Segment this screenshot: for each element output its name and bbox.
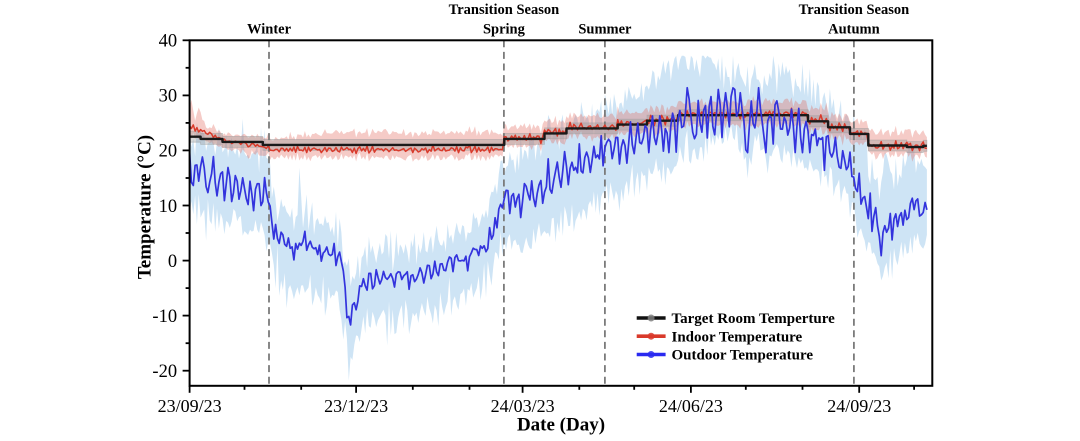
svg-text:Summer: Summer [578,22,632,38]
svg-text:Date (Day): Date (Day) [517,415,605,436]
svg-text:Temperature (°C): Temperature (°C) [135,135,156,279]
svg-text:Winter: Winter [247,22,292,38]
svg-text:23/12/23: 23/12/23 [324,396,388,416]
svg-text:Transition Season: Transition Season [799,2,910,18]
svg-text:0: 0 [168,252,177,272]
svg-text:24/03/23: 24/03/23 [491,396,555,416]
svg-text:Indoor Temperature: Indoor Temperature [672,329,803,345]
svg-text:24/06/23: 24/06/23 [659,396,723,416]
svg-text:Outdoor Temperature: Outdoor Temperature [672,348,814,364]
svg-text:Spring: Spring [483,22,526,38]
svg-text:Target Room Temperture: Target Room Temperture [672,311,836,327]
svg-text:24/09/23: 24/09/23 [827,396,891,416]
svg-text:Transition Season: Transition Season [449,2,560,18]
svg-text:-10: -10 [152,307,177,327]
svg-text:23/09/23: 23/09/23 [158,396,222,416]
svg-text:40: 40 [159,32,178,52]
svg-text:-20: -20 [152,362,177,382]
svg-text:10: 10 [159,197,178,217]
svg-text:Autumn: Autumn [828,22,880,38]
svg-text:30: 30 [159,87,178,107]
svg-text:20: 20 [159,142,178,162]
